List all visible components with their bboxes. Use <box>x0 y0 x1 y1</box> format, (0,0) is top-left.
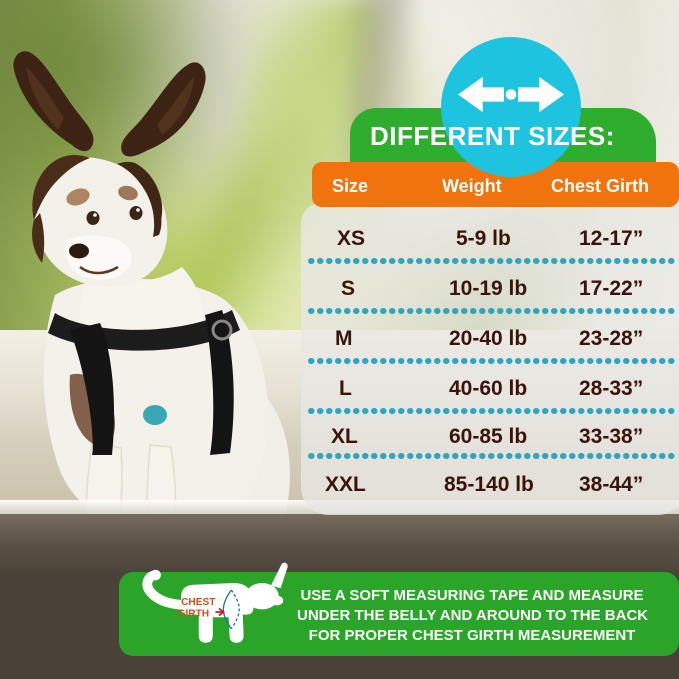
svg-text:GIRTH: GIRTH <box>178 608 209 619</box>
svg-text:CHEST: CHEST <box>181 597 216 608</box>
